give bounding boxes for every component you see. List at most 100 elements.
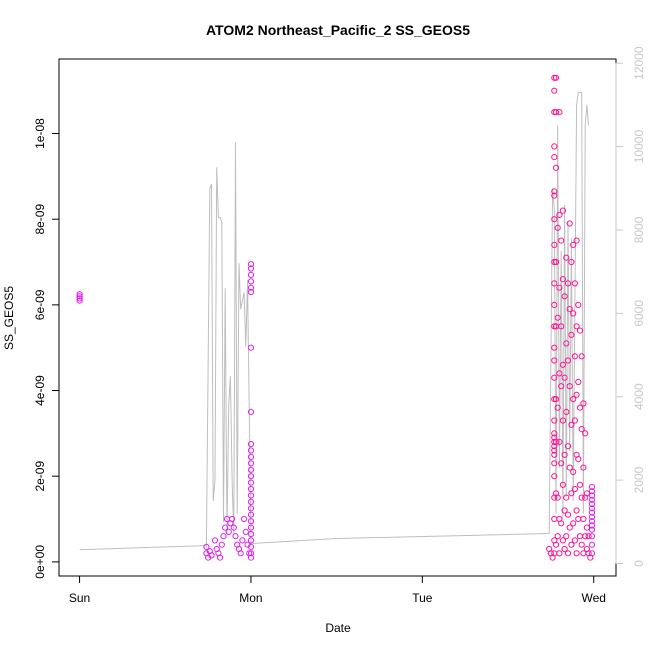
data-point: [588, 483, 596, 490]
data-point: [247, 492, 255, 499]
data-point: [247, 466, 255, 473]
data-point: [554, 494, 561, 501]
data-point: [551, 396, 558, 403]
data-point: [239, 537, 246, 544]
data-point: [551, 192, 558, 199]
data-point: [570, 468, 577, 475]
series-line: [79, 91, 590, 551]
y2-axis: 0 2000 4000 6000 8000 10000 12000: [615, 46, 646, 567]
x-axis: Sun Mon Tue Wed: [69, 575, 606, 605]
data-point: [247, 511, 255, 518]
data-point: [229, 515, 236, 523]
data-point: [580, 515, 587, 523]
data-point: [588, 541, 596, 548]
data-point: [247, 441, 255, 448]
x-tick-label: Tue: [412, 591, 433, 605]
data-point: [247, 485, 255, 493]
data-point: [247, 550, 255, 557]
data-point: [561, 293, 568, 300]
y2-tick-label: 6000: [632, 300, 646, 327]
data-point: [551, 188, 558, 195]
data-point: [588, 533, 596, 540]
y2-tick-label: 2000: [632, 466, 646, 493]
data-point: [220, 533, 227, 540]
data-point: [551, 154, 558, 161]
data-point: [247, 344, 255, 351]
data-point: [551, 323, 558, 330]
data-point: [566, 306, 573, 313]
data-point: [247, 271, 255, 278]
data-point: [241, 515, 248, 523]
data-point: [559, 361, 567, 368]
data-point: [576, 481, 584, 488]
data-point: [566, 524, 573, 531]
data-point: [564, 280, 572, 287]
data-point: [568, 258, 575, 266]
data-point: [575, 515, 582, 523]
data-point: [585, 533, 592, 540]
data-point: [237, 550, 244, 557]
data-point: [551, 74, 558, 81]
y-tick-label: 8e-09: [33, 204, 47, 235]
data-point: [564, 511, 572, 518]
data-point: [561, 507, 568, 514]
y-tick-label: 0e+00: [33, 545, 47, 579]
y2-tick-label: 0: [632, 560, 646, 567]
data-point: [551, 344, 558, 351]
data-point: [561, 374, 568, 381]
data-point: [558, 520, 565, 527]
data-point: [571, 280, 579, 287]
data-point: [558, 323, 565, 330]
data-point: [575, 378, 582, 386]
data-point: [588, 526, 596, 533]
data-point: [247, 537, 255, 544]
data-point: [576, 404, 584, 411]
data-point: [552, 396, 560, 403]
data-point: [580, 464, 587, 471]
data-point: [222, 524, 229, 531]
data-point: [551, 460, 558, 467]
data-point: [247, 473, 255, 480]
data-point: [561, 451, 568, 458]
data-point: [570, 310, 577, 317]
data-point: [578, 541, 585, 548]
line-layer: [79, 91, 590, 551]
data-point: [247, 460, 255, 467]
data-point: [573, 507, 580, 514]
data-point: [556, 109, 563, 116]
data-point: [551, 515, 558, 523]
data-point: [558, 383, 565, 390]
y-tick-label: 1e-08: [33, 118, 47, 149]
data-point: [551, 143, 558, 150]
data-point: [551, 301, 558, 308]
data-point: [587, 554, 594, 561]
data-point: [247, 479, 255, 486]
data-point: [575, 456, 582, 463]
y-axis-label: SS_GEOS5: [2, 286, 16, 350]
data-point: [554, 533, 561, 540]
data-point: [247, 265, 255, 272]
point-layer: [76, 74, 596, 561]
data-point: [218, 541, 225, 548]
data-point: [247, 524, 255, 531]
data-point: [588, 500, 596, 508]
data-point: [559, 276, 567, 283]
y-tick-label: 4e-09: [33, 375, 47, 406]
data-point: [76, 291, 83, 298]
data-point: [573, 237, 580, 244]
data-point: [551, 374, 558, 381]
y-tick-label: 2e-09: [33, 461, 47, 492]
y2-tick-label: 8000: [632, 216, 646, 243]
data-point: [588, 496, 596, 503]
data-point: [551, 280, 558, 287]
data-point: [575, 301, 582, 308]
data-point: [573, 391, 580, 398]
y-tick-label: 6e-09: [33, 289, 47, 320]
data-point: [561, 545, 568, 553]
data-point: [551, 417, 558, 424]
data-point: [552, 258, 560, 266]
data-point: [559, 537, 567, 544]
data-point: [573, 550, 580, 557]
data-point: [554, 314, 561, 321]
